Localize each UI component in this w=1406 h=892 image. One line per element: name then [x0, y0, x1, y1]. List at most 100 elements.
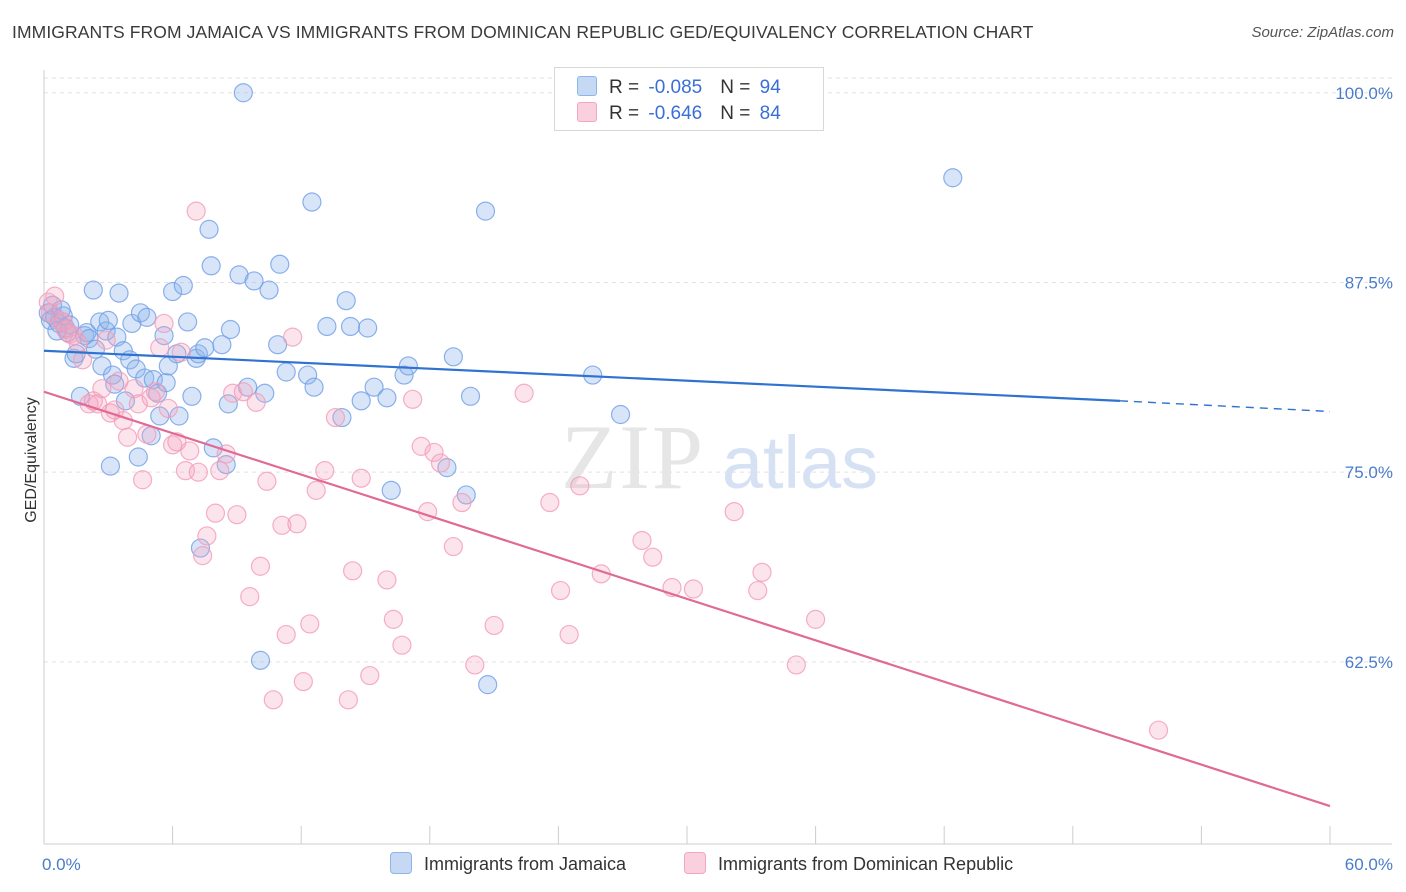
data-point — [392, 635, 412, 655]
legend-item-dominican: Immigrants from Dominican Republic — [684, 852, 1013, 875]
data-point — [343, 561, 363, 581]
data-point — [272, 515, 292, 535]
data-point — [250, 556, 271, 576]
data-point — [233, 83, 253, 103]
data-point — [109, 283, 129, 303]
data-point — [150, 338, 170, 358]
data-point — [752, 562, 772, 582]
data-point — [317, 316, 337, 337]
data-point — [550, 580, 571, 601]
watermark-atlas: atlas — [722, 421, 878, 504]
data-point — [96, 330, 116, 350]
data-point — [351, 468, 371, 488]
data-point — [173, 275, 193, 296]
data-point — [475, 201, 496, 221]
data-point — [257, 471, 277, 491]
data-point — [212, 335, 232, 355]
y-axis-label: GED/Equivalency — [23, 397, 40, 522]
data-point — [145, 382, 166, 402]
data-point — [377, 570, 397, 590]
series-dominican-republic — [38, 201, 1169, 740]
x-tick-label: 0.0% — [42, 855, 81, 874]
data-point — [559, 624, 579, 645]
trend-lines — [43, 349, 1331, 808]
data-point — [632, 530, 652, 551]
x-tick-label: 60.0% — [1345, 855, 1393, 874]
data-point — [220, 319, 241, 340]
data-point — [300, 614, 320, 634]
watermark: ZIP atlas — [561, 406, 878, 508]
data-point — [383, 609, 403, 629]
data-point — [270, 254, 290, 274]
data-point — [283, 327, 303, 347]
data-point — [484, 615, 504, 636]
data-point — [268, 335, 288, 355]
legend-n-value: 84 — [759, 103, 781, 124]
data-point — [100, 456, 121, 476]
data-point — [287, 514, 307, 534]
axes — [43, 70, 1392, 845]
data-point — [360, 665, 380, 686]
data-point — [452, 492, 472, 513]
data-point — [163, 281, 183, 302]
source-credit: Source: ZipAtlas.com — [1251, 24, 1394, 41]
data-point — [72, 350, 93, 370]
data-point — [1148, 720, 1169, 740]
data-point — [199, 219, 219, 239]
data-point — [430, 453, 451, 473]
data-point — [197, 526, 217, 546]
data-point — [68, 333, 88, 353]
data-point — [233, 382, 253, 402]
legend-swatch-dominican — [577, 102, 597, 122]
data-point — [943, 168, 963, 188]
data-point — [315, 461, 335, 481]
data-point — [53, 312, 73, 332]
grid-lines — [44, 77, 1392, 663]
data-point — [137, 307, 157, 327]
data-point — [171, 342, 191, 362]
data-point — [132, 470, 153, 490]
legend-r-value: -0.646 — [648, 103, 703, 124]
legend-swatch-dominican — [684, 852, 706, 874]
data-point — [398, 356, 418, 376]
data-point — [186, 201, 206, 221]
data-point — [394, 365, 414, 385]
data-point — [424, 442, 444, 463]
data-point — [201, 256, 221, 276]
data-point — [240, 587, 260, 607]
data-point — [92, 379, 112, 399]
data-point — [338, 690, 358, 710]
data-point — [364, 377, 384, 397]
data-point — [340, 316, 361, 337]
y-tick-label: 100.0% — [1335, 84, 1393, 103]
data-point — [786, 655, 806, 675]
data-point — [98, 310, 118, 331]
data-point — [276, 362, 296, 382]
legend-row-jamaica: R = -0.085 N = 94 — [577, 76, 781, 100]
data-point — [377, 388, 397, 408]
data-point — [332, 407, 352, 428]
data-point — [180, 441, 200, 461]
data-point — [443, 536, 463, 557]
legend-swatch-jamaica — [390, 852, 412, 874]
data-point — [724, 502, 744, 522]
data-point — [79, 329, 99, 349]
data-point — [336, 291, 356, 311]
data-point — [124, 379, 144, 399]
data-point — [117, 427, 138, 447]
data-point — [683, 579, 704, 599]
data-point — [643, 547, 663, 567]
data-point — [805, 609, 826, 629]
data-point — [250, 650, 271, 670]
y-tick-label: 75.0% — [1345, 463, 1393, 482]
tick-labels: 62.5% 75.0% 87.5% 100.0% 0.0% 60.0% — [42, 84, 1393, 874]
data-point — [128, 447, 148, 467]
watermark-zip: ZIP — [561, 406, 705, 508]
data-point — [293, 672, 313, 692]
data-point — [182, 386, 202, 406]
data-point — [610, 404, 631, 425]
data-point — [514, 383, 534, 403]
data-point — [460, 386, 481, 406]
data-point — [45, 286, 65, 306]
